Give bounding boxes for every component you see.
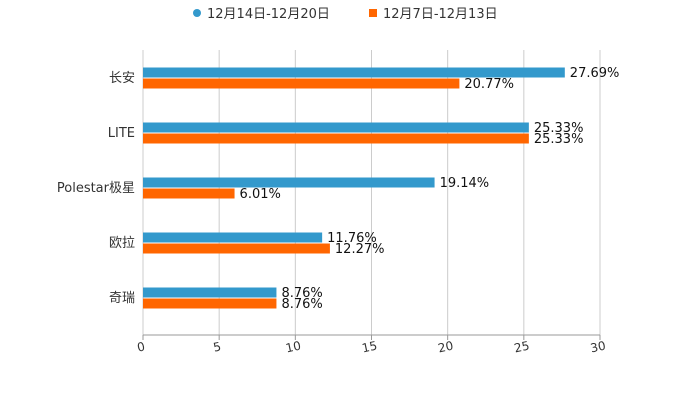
category-label: LITE <box>108 126 135 141</box>
data-label: 11.76% <box>327 231 377 246</box>
bar-series-2 <box>143 78 460 89</box>
data-label: 20.77% <box>464 77 514 92</box>
bar-series-2 <box>143 188 235 199</box>
x-tick-label: 15 <box>361 339 379 356</box>
bar-series-1 <box>143 232 323 243</box>
bar-series-2 <box>143 243 330 254</box>
bars <box>143 67 565 309</box>
bar-series-1 <box>143 287 277 298</box>
data-label: 27.69% <box>570 66 620 81</box>
data-label: 25.33% <box>534 132 584 147</box>
category-label: 奇瑞 <box>109 290 135 306</box>
legend: 12月14日-12月20日 12月7日-12月13日 <box>193 7 498 22</box>
legend-marker-series-1 <box>193 9 201 17</box>
legend-marker-series-2 <box>369 9 377 17</box>
category-label: Polestar极星 <box>57 181 135 196</box>
category-label: 欧拉 <box>109 236 135 251</box>
bar-series-2 <box>143 133 529 144</box>
bar-series-2 <box>143 298 277 309</box>
legend-label-series-1: 12月14日-12月20日 <box>207 7 330 22</box>
data-label: 12.27% <box>335 242 385 257</box>
labels: 长安 27.69% 20.77% LITE 25.33%25.33% Polestar极星… <box>57 66 620 312</box>
data-label: 8.76% <box>281 297 322 312</box>
bar-series-1 <box>143 177 435 188</box>
data-label: 25.33% <box>534 121 584 136</box>
x-axis: 0 5 10 15 20 25 30 <box>136 334 607 356</box>
x-tick-label: 0 <box>136 339 146 354</box>
data-label: 8.76% <box>281 286 322 301</box>
x-tick-label: 25 <box>513 339 531 356</box>
x-tick-label: 5 <box>212 339 222 354</box>
legend-label-series-2: 12月7日-12月13日 <box>383 7 498 22</box>
gridlines <box>142 50 601 335</box>
bar-series-1 <box>143 67 565 78</box>
x-tick-label: 30 <box>589 339 607 356</box>
data-label: 6.01% <box>240 187 281 202</box>
category-label: 长安 <box>109 71 135 86</box>
bar-series-1 <box>143 122 529 133</box>
data-label: 19.14% <box>440 176 490 191</box>
x-tick-label: 20 <box>437 339 455 356</box>
x-tick-label: 10 <box>284 339 302 356</box>
